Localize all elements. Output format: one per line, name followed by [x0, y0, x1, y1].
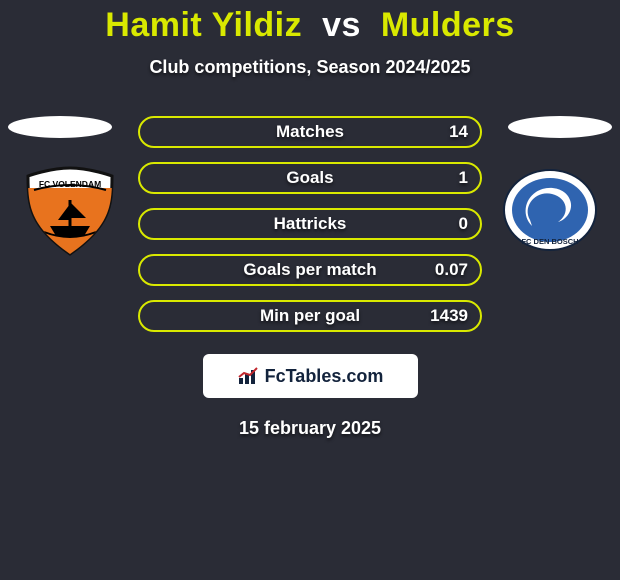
- stat-right-value: 0.07: [435, 260, 468, 280]
- stat-label: Matches: [276, 122, 344, 142]
- branding-badge[interactable]: FcTables.com: [203, 354, 418, 398]
- vs-label: vs: [322, 6, 361, 44]
- stat-label: Hattricks: [274, 214, 347, 234]
- competition-subtitle: Club competitions, Season 2024/2025: [0, 57, 620, 78]
- player2-name: Mulders: [381, 6, 515, 44]
- mid-section: FC VOLENDAM FC DEN BOSCH Matches: [0, 116, 620, 332]
- player2-pedestal: [508, 116, 612, 138]
- player1-name: Hamit Yildiz: [105, 6, 302, 44]
- stats-column: Matches 14 Goals 1 Hattricks 0 Goals per…: [138, 116, 482, 332]
- page-title: Hamit Yildiz vs Mulders: [0, 6, 620, 45]
- stat-label: Goals: [286, 168, 333, 188]
- comparison-card: Hamit Yildiz vs Mulders Club competition…: [0, 0, 620, 439]
- stat-right-value: 1: [459, 168, 468, 188]
- stat-right-value: 14: [449, 122, 468, 142]
- stat-label: Min per goal: [260, 306, 360, 326]
- bar-chart-icon: [237, 366, 261, 386]
- svg-text:FC DEN BOSCH: FC DEN BOSCH: [521, 237, 578, 246]
- stat-label: Goals per match: [243, 260, 376, 280]
- stat-row-matches: Matches 14: [138, 116, 482, 148]
- stat-row-hattricks: Hattricks 0: [138, 208, 482, 240]
- stat-right-value: 1439: [430, 306, 468, 326]
- svg-text:FC VOLENDAM: FC VOLENDAM: [39, 179, 101, 189]
- stat-right-value: 0: [459, 214, 468, 234]
- stat-row-goals-per-match: Goals per match 0.07: [138, 254, 482, 286]
- brand-text: FcTables.com: [265, 366, 384, 387]
- club-logo-right: FC DEN BOSCH: [500, 166, 600, 256]
- player1-pedestal: [8, 116, 112, 138]
- club-logo-left: FC VOLENDAM: [20, 166, 120, 256]
- stat-row-min-per-goal: Min per goal 1439: [138, 300, 482, 332]
- stat-row-goals: Goals 1: [138, 162, 482, 194]
- comparison-date: 15 february 2025: [0, 418, 620, 439]
